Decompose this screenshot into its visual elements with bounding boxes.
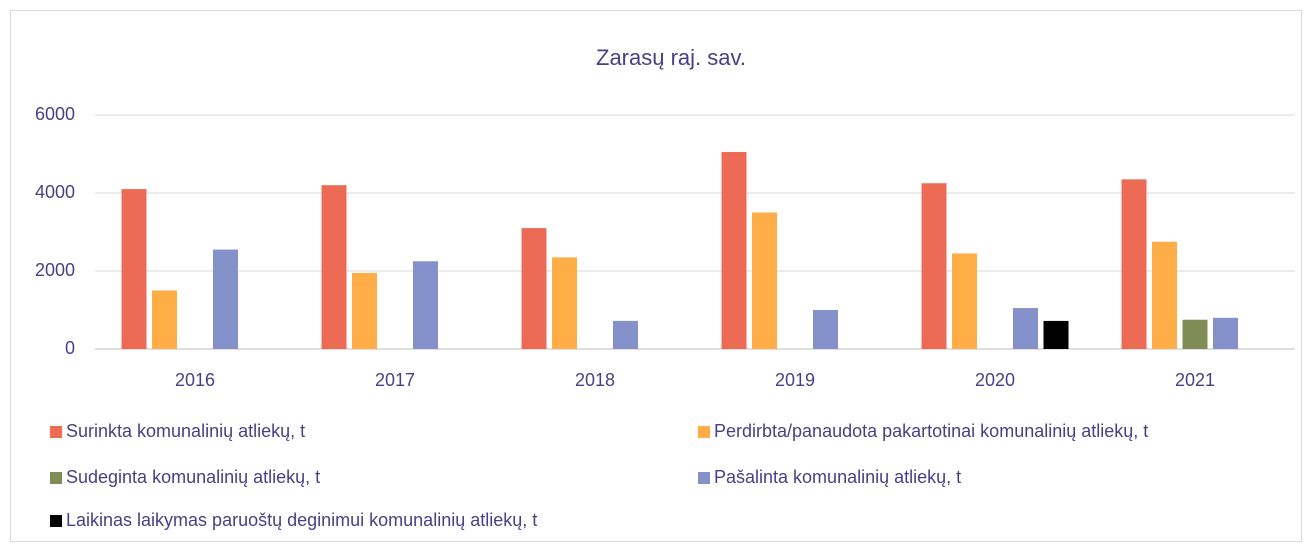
y-tick-label: 4000 [35, 182, 75, 202]
bar [1013, 308, 1038, 349]
x-tick-label: 2018 [575, 370, 615, 390]
bar [952, 253, 977, 349]
x-tick-label: 2019 [775, 370, 815, 390]
bar [152, 290, 177, 349]
bar [1121, 179, 1147, 349]
x-tick-label: 2017 [375, 370, 415, 390]
bar [521, 228, 547, 349]
legend-swatch [50, 426, 62, 438]
bar [1182, 319, 1208, 349]
bar [813, 310, 838, 349]
y-tick-label: 0 [65, 338, 75, 358]
bar [752, 212, 777, 349]
legend-label: Perdirbta/panaudota pakartotinai komunal… [714, 421, 1148, 441]
legend-swatch [50, 472, 62, 484]
bar [121, 189, 147, 349]
x-tick-label: 2021 [1175, 370, 1215, 390]
legend-label: Sudeginta komunalinių atliekų, t [66, 467, 320, 487]
y-tick-label: 2000 [35, 260, 75, 280]
x-tick-label: 2020 [975, 370, 1015, 390]
bar [613, 320, 638, 349]
bar [213, 249, 238, 349]
legend-label: Pašalinta komunalinių atliekų, t [714, 467, 961, 487]
bar [1213, 317, 1238, 349]
bar [1152, 241, 1177, 349]
y-tick-label: 6000 [35, 104, 75, 124]
bar [321, 185, 347, 349]
bar [413, 261, 438, 349]
bar [721, 152, 747, 349]
legend-label: Surinkta komunalinių atliekų, t [66, 421, 305, 441]
legend-swatch [698, 426, 710, 438]
chart-frame [10, 10, 1302, 542]
bar [352, 272, 377, 349]
bar [552, 257, 577, 349]
chart-title: Zarasų raj. sav. [596, 45, 746, 70]
bar [921, 183, 947, 349]
x-tick-label: 2016 [175, 370, 215, 390]
legend-swatch [50, 515, 62, 527]
legend-label: Laikinas laikymas paruoštų deginimui kom… [66, 510, 537, 530]
bar [1043, 320, 1069, 349]
legend-swatch [698, 472, 710, 484]
